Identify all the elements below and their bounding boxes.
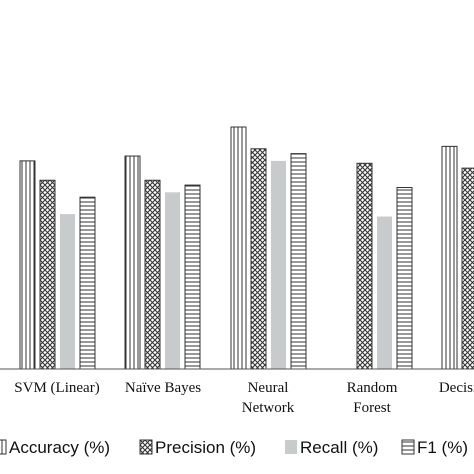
bar-neural-network-accuracy [230,126,247,370]
category-label-random-forest: Forest [353,400,391,416]
bars-layer [19,126,474,370]
bar-random-forest-precision [356,162,373,370]
bar-neural-network-precision [250,148,267,370]
bar-svm-linear-accuracy [19,160,36,370]
category-label-decisi: Decisi [439,380,474,396]
category-label-svm-linear: SVM (Linear) [14,380,99,396]
category-label-neural-network: Neural [248,380,289,396]
legend-label-accuracy: Accuracy (%) [9,438,110,457]
legend-label-f1: F1 (%) [417,438,468,457]
legend-label-precision: Precision (%) [155,438,256,457]
bar-decisi-precision [461,167,474,370]
legend-label-recall: Recall (%) [300,438,378,457]
bar-na-ve-bayes-accuracy [124,155,141,370]
bar-random-forest-recall [377,216,392,369]
bar-na-ve-bayes-f1 [184,184,201,370]
category-labels: SVM (Linear) Naïve Bayes Neural Network Rand… [14,380,474,416]
category-label-random-forest: Random [347,380,398,396]
category-label-neural-network: Network [242,400,295,416]
bar-random-forest-f1 [396,187,413,370]
bar-na-ve-bayes-precision [144,179,161,370]
bar-svm-linear-precision [39,179,56,370]
legend-swatch-precision [139,439,153,455]
legend-swatch-recall [285,440,297,454]
bar-svm-linear-f1 [79,196,96,370]
legend: Accuracy (%) Precision (%) Recall (%) F1 (%… [0,438,468,457]
legend-swatch-f1 [401,439,415,455]
bar-neural-network-recall [271,160,286,369]
bar-decisi-accuracy [441,145,458,370]
bar-svm-linear-recall [60,214,75,369]
category-label-na-ve-bayes: Naïve Bayes [125,380,201,396]
legend-swatch-accuracy [0,439,7,455]
bar-na-ve-bayes-recall [165,192,180,369]
bar-neural-network-f1 [290,153,307,370]
